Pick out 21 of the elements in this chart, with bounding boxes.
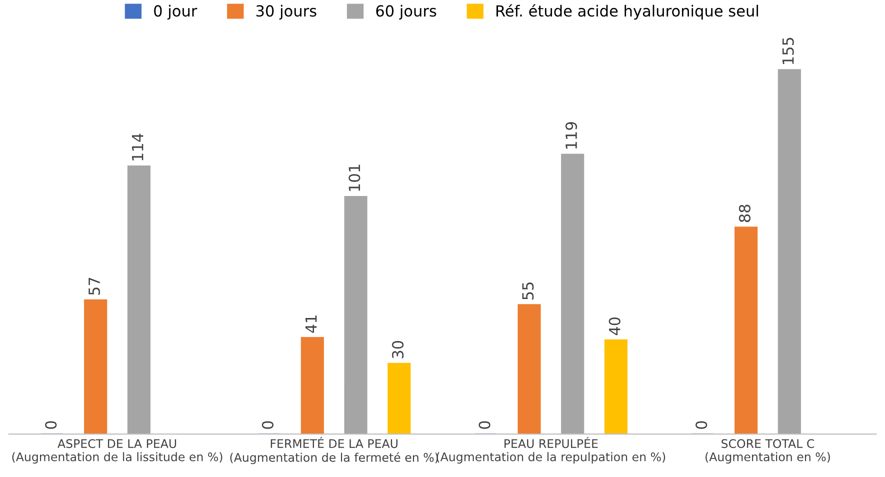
data-label: 88 [738,204,750,222]
data-label: 114 [132,134,144,160]
data-label: 0 [478,421,490,429]
data-label: 0 [696,421,708,429]
data-label: 101 [348,164,360,191]
legend-label: 60 jours [376,4,436,20]
data-label: 0 [262,421,274,429]
legend-label: 0 jour [154,4,198,20]
x-tick-label: PEAU REPULPÉE (Augmentation de la repulpation en %) [436,436,666,464]
data-label: 30 [392,340,404,358]
data-label: 55 [522,282,534,300]
data-label: 155 [782,38,794,64]
data-label: 40 [608,317,620,336]
data-label: 119 [565,122,578,149]
x-tick-label: SCORE TOTAL C (Augmentation en %) [706,439,830,464]
data-label: 41 [305,316,317,333]
data-label: 0 [45,421,57,429]
data-label: 57 [88,278,100,295]
legend-label: Réf. étude acide hyaluronique seul [496,4,758,20]
legend-label: 30 jours [256,4,316,20]
x-tick-label: ASPECT DE LA PEAU (Augmentation de la lissitude en %) [12,439,222,464]
